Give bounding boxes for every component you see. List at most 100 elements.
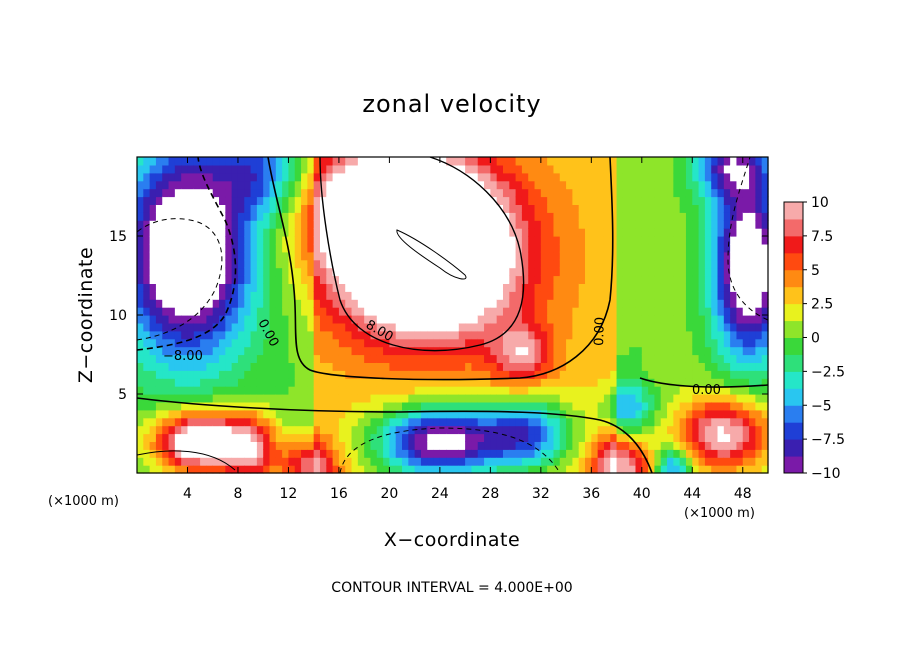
heatmap-cell (427, 251, 435, 261)
heatmap-cell (572, 164, 580, 174)
heatmap-cell (225, 204, 233, 213)
heatmap-cell (736, 228, 744, 237)
heatmap-cell (345, 362, 353, 371)
heatmap-cell (540, 433, 548, 442)
heatmap-cell (370, 228, 378, 237)
heatmap-cell (585, 259, 592, 269)
heatmap-cell (660, 267, 668, 277)
heatmap-cell (206, 157, 214, 166)
heatmap-cell (263, 417, 271, 427)
heatmap-cell (395, 157, 403, 166)
heatmap-cell (181, 228, 189, 237)
heatmap-cell (496, 164, 504, 174)
heatmap-cell (755, 164, 763, 174)
heatmap-cell (219, 283, 226, 292)
heatmap-cell (143, 259, 151, 269)
heatmap-cell (200, 330, 208, 340)
heatmap-cell (477, 322, 485, 332)
heatmap-cell (490, 330, 498, 340)
heatmap-cell (578, 401, 586, 411)
heatmap-cell (313, 425, 321, 435)
heatmap-cell (282, 236, 290, 245)
heatmap-cell (433, 315, 441, 324)
heatmap-cell (376, 409, 384, 419)
heatmap-cell (730, 417, 738, 427)
heatmap-cell (723, 449, 731, 458)
contour-line-inner (396, 229, 467, 280)
heatmap-cell (685, 180, 693, 190)
heatmap-cell (578, 251, 586, 261)
heatmap-cell (465, 228, 473, 237)
heatmap-cell (711, 362, 719, 371)
heatmap-cell (200, 394, 208, 403)
heatmap-cell (244, 283, 252, 292)
heatmap-cell (288, 172, 296, 182)
heatmap-cell (629, 449, 637, 458)
heatmap-cell (553, 259, 561, 269)
heatmap-cell (149, 275, 157, 284)
heatmap-cell (698, 386, 706, 395)
heatmap-cell (540, 251, 548, 261)
heatmap-cell (490, 188, 498, 198)
heatmap-cell (635, 220, 643, 229)
heatmap-cell (326, 409, 334, 419)
heatmap-cell (490, 378, 498, 387)
heatmap-cell (641, 378, 649, 387)
heatmap-cell (704, 188, 712, 198)
heatmap-cell (749, 370, 756, 379)
heatmap-cell (679, 228, 687, 237)
heatmap-cell (206, 330, 214, 340)
heatmap-cell (237, 172, 245, 182)
heatmap-cell (685, 465, 693, 474)
heatmap-cell (219, 212, 226, 221)
heatmap-cell (244, 267, 252, 277)
heatmap-cell (673, 196, 681, 205)
heatmap-cell (742, 236, 750, 245)
chart-title: zonal velocity (362, 90, 541, 118)
heatmap-cell (162, 409, 170, 419)
heatmap-cell (490, 394, 498, 403)
heatmap-cell (187, 433, 195, 442)
heatmap-cell (137, 330, 144, 340)
heatmap-cell (168, 172, 176, 182)
heatmap-cell (730, 291, 738, 300)
heatmap-cell (717, 409, 725, 419)
heatmap-cell (585, 307, 592, 316)
heatmap-cell (155, 449, 163, 458)
heatmap-cell (755, 362, 763, 371)
heatmap-cell (155, 180, 163, 190)
heatmap-cell (465, 164, 473, 174)
heatmap-cell (332, 441, 340, 450)
heatmap-cell (490, 354, 498, 363)
heatmap-cell (338, 307, 346, 316)
heatmap-cell (585, 322, 592, 332)
heatmap-cell (660, 338, 668, 348)
heatmap-cell (648, 188, 656, 198)
heatmap-cell (471, 212, 479, 221)
heatmap-cell (629, 157, 637, 166)
heatmap-cell (477, 362, 485, 371)
heatmap-cell (484, 315, 491, 324)
heatmap-cell (641, 236, 649, 245)
heatmap-cell (534, 386, 542, 395)
heatmap-cell (629, 433, 637, 442)
heatmap-cell (351, 188, 359, 198)
heatmap-cell (395, 267, 403, 277)
heatmap-cell (540, 267, 548, 277)
heatmap-cell (155, 243, 163, 253)
heatmap-cell (256, 354, 264, 363)
heatmap-cell (591, 457, 599, 466)
heatmap-cell (174, 220, 182, 229)
heatmap-cell (376, 157, 384, 166)
heatmap-cell (717, 307, 725, 316)
heatmap-cell (484, 283, 491, 292)
heatmap-cell (332, 299, 340, 308)
heatmap-cell (364, 322, 372, 332)
heatmap-cell (692, 370, 700, 379)
heatmap-cell (502, 409, 510, 419)
heatmap-cell (149, 457, 157, 466)
heatmap-cell (200, 441, 208, 450)
heatmap-cell (515, 417, 523, 427)
heatmap-cell (332, 425, 340, 435)
heatmap-cell (484, 417, 491, 427)
